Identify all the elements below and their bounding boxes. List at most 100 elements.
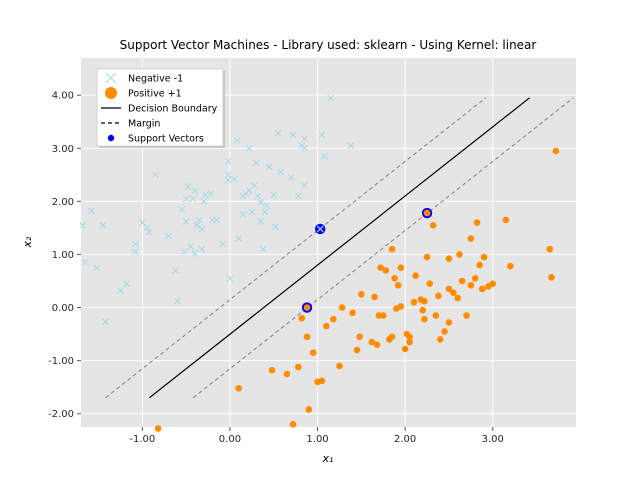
positive-point — [548, 273, 555, 281]
legend-label: Margin — [128, 119, 160, 130]
positive-point — [412, 272, 419, 279]
negative-point — [123, 280, 130, 288]
negative-point — [287, 174, 295, 181]
positive-point — [429, 221, 437, 229]
negative-point — [272, 223, 279, 231]
positive-point — [480, 253, 488, 261]
positive-point — [397, 303, 405, 310]
negative-point — [195, 216, 203, 224]
positive-point — [454, 294, 462, 302]
positive-point — [379, 312, 387, 319]
negative-point — [93, 264, 101, 272]
negative-point — [235, 235, 243, 242]
negative-point — [207, 190, 215, 197]
legend-entry: Margin — [101, 119, 160, 130]
positive-point — [406, 338, 413, 346]
positive-point — [410, 298, 418, 306]
negative-point — [347, 142, 355, 149]
x-tick-label: 3.00 — [482, 434, 504, 445]
negative-point — [239, 211, 247, 218]
negative-point — [224, 171, 232, 179]
positive-point — [330, 315, 337, 323]
negative-point — [270, 191, 278, 199]
negative-point — [266, 163, 273, 171]
negative-point — [294, 192, 302, 200]
positive-point — [268, 366, 276, 374]
y-tick-label: -1.00 — [48, 356, 74, 367]
negative-point — [289, 131, 297, 139]
positive-point — [377, 264, 384, 272]
negative-point — [327, 94, 335, 102]
x-tick-label: 0.00 — [219, 434, 241, 445]
y-tick-label: 2.00 — [52, 197, 74, 208]
negative-point — [213, 216, 221, 224]
negative-point — [88, 207, 95, 215]
negative-point — [191, 187, 199, 195]
negative-point — [174, 297, 181, 305]
positive-point — [471, 275, 479, 282]
negative-point — [224, 176, 232, 184]
negative-point — [198, 245, 206, 253]
negative-point — [226, 274, 234, 282]
negative-point — [189, 195, 197, 203]
negative-point — [191, 250, 199, 257]
legend-entry: Positive +1 — [105, 87, 182, 100]
negative-point — [277, 168, 285, 176]
positive-point — [456, 251, 463, 258]
positive-point — [391, 275, 398, 282]
negative-point — [224, 158, 232, 165]
margin-line — [105, 97, 487, 399]
positive-point — [309, 349, 317, 356]
positive-point — [353, 346, 361, 354]
positive-point — [397, 264, 405, 272]
positive-point — [356, 333, 363, 341]
grid-lines — [81, 58, 576, 427]
positive-point — [401, 345, 409, 353]
y-tick-label: -2.00 — [48, 409, 74, 420]
negative-point — [251, 182, 258, 189]
legend-label: Decision Boundary — [128, 104, 218, 115]
negative-point — [131, 248, 139, 256]
negative-point — [182, 195, 190, 203]
positive-point — [294, 363, 302, 371]
negative-point — [318, 131, 326, 139]
y-tick-label: 0.00 — [52, 303, 74, 314]
negative-point — [321, 152, 328, 160]
positive-point — [303, 333, 311, 341]
negative-point — [99, 221, 107, 229]
negative-point — [245, 144, 253, 152]
negative-point — [274, 130, 282, 137]
negative-point — [131, 240, 139, 248]
positive-point — [478, 285, 486, 293]
negative-point — [198, 225, 206, 233]
positive-point — [426, 280, 433, 287]
negative-point — [245, 187, 253, 195]
legend-dot-marker — [107, 134, 115, 142]
positive-point — [502, 216, 510, 224]
negative-point — [252, 159, 260, 167]
positive-point — [323, 322, 330, 330]
positive-point — [318, 377, 326, 385]
positive-point — [421, 297, 428, 305]
positive-point — [458, 277, 466, 285]
negative-point — [178, 205, 186, 213]
positive-point — [445, 319, 453, 326]
negative-point — [263, 202, 271, 209]
positive-point — [445, 285, 453, 293]
x-tick-label: 1.00 — [306, 434, 328, 445]
positive-point — [546, 245, 554, 253]
positive-point — [467, 281, 475, 289]
positive-point — [419, 306, 426, 314]
negative-point — [259, 245, 267, 253]
boundary-and-margin-lines — [105, 97, 574, 399]
positive-point — [435, 292, 442, 300]
negative-point — [301, 144, 308, 152]
negative-point — [145, 228, 153, 236]
negative-point — [230, 175, 238, 183]
legend-entry: Support Vectors — [107, 134, 204, 145]
positive-point — [349, 309, 356, 317]
legend-label: Negative -1 — [128, 74, 183, 85]
positive-point — [473, 219, 481, 226]
positive-point — [436, 336, 444, 343]
